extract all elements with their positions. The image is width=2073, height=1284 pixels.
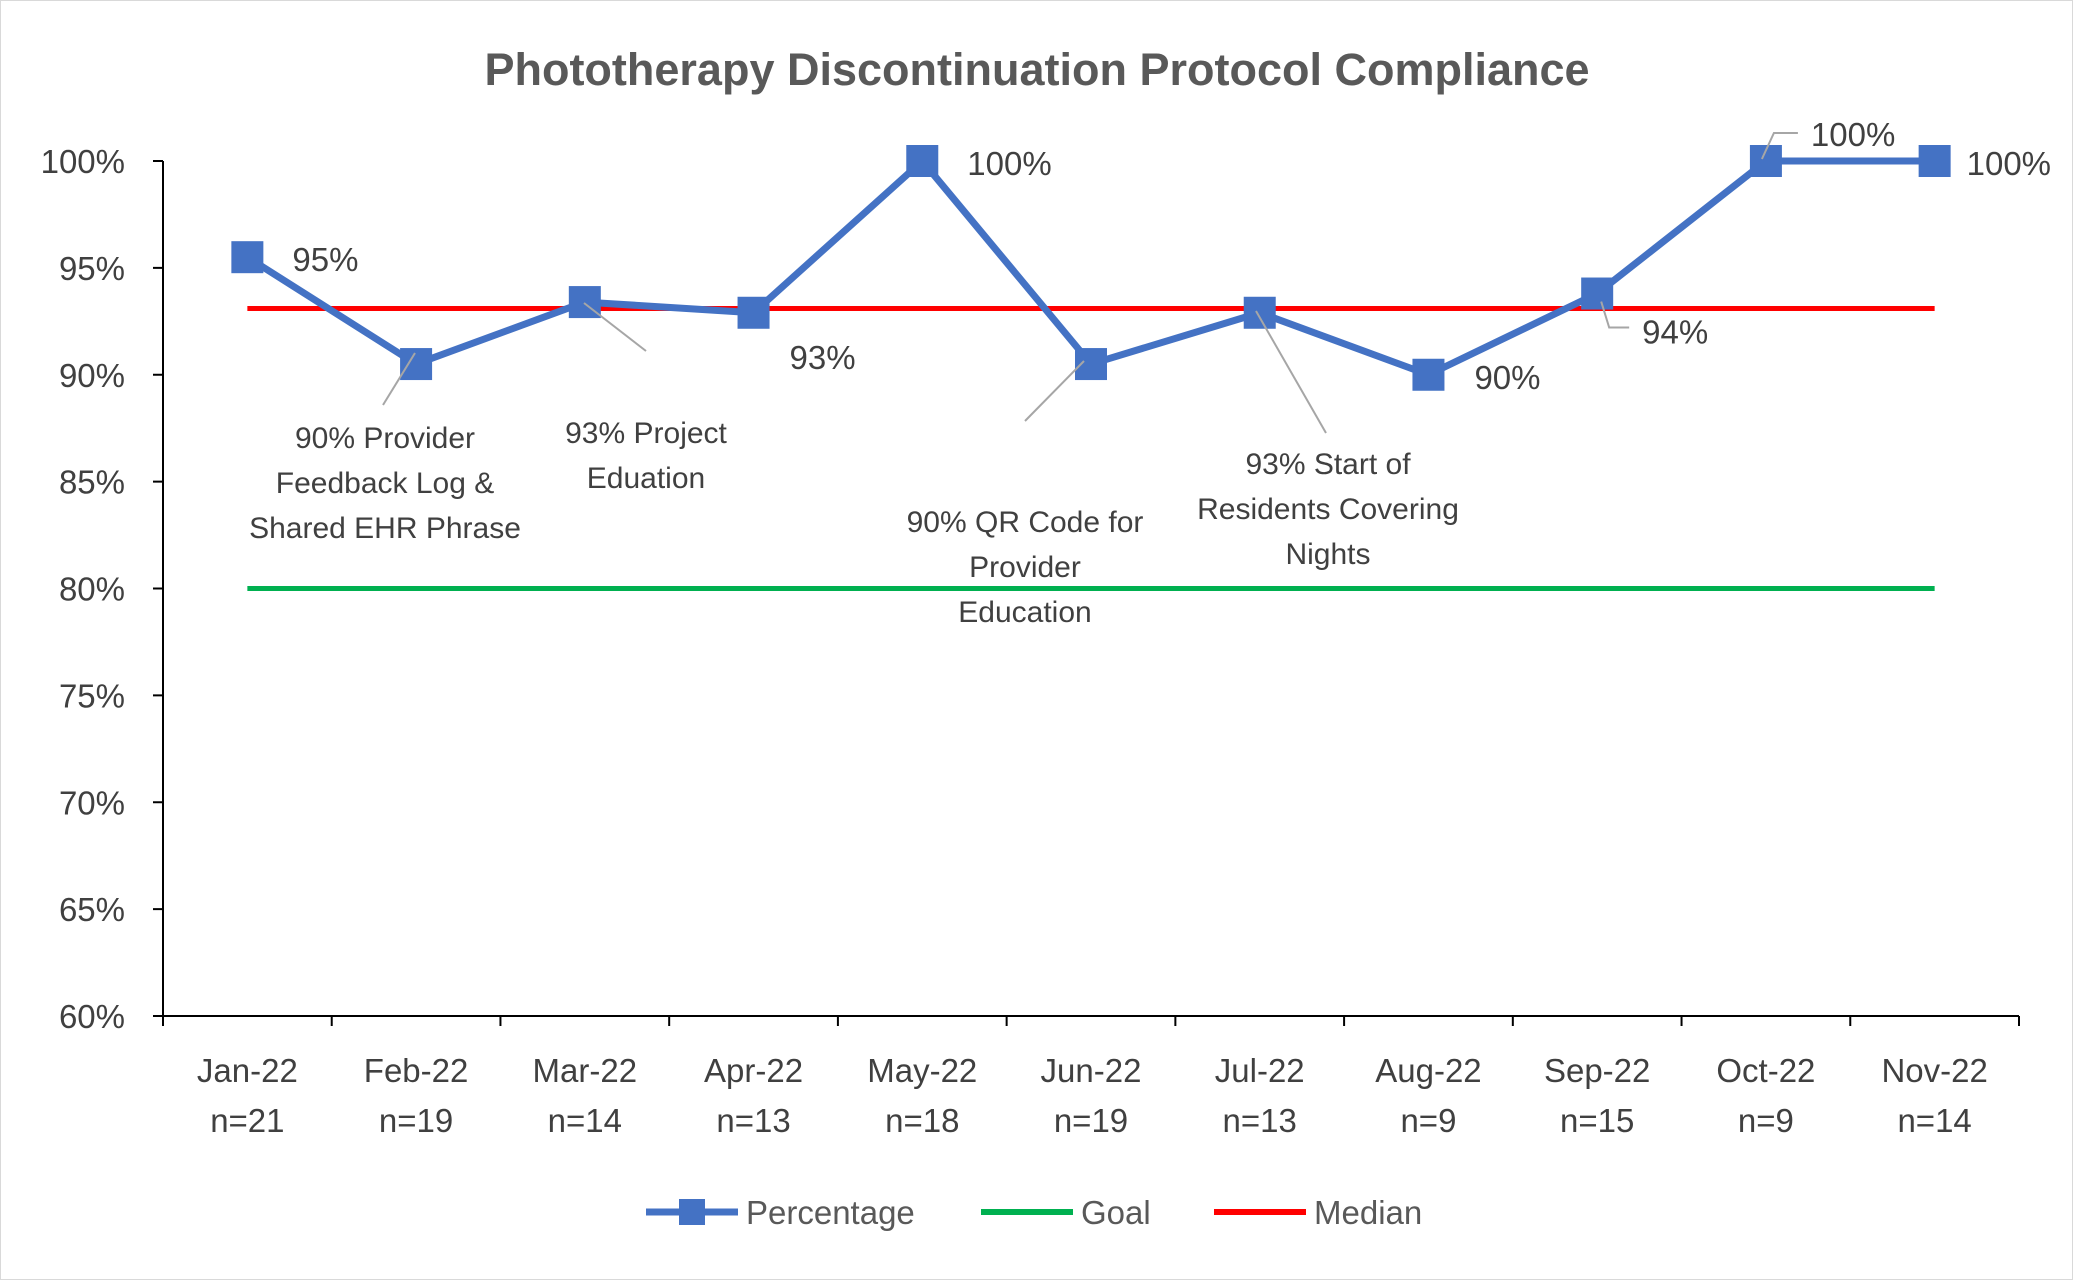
percentage-marker <box>906 145 939 177</box>
percentage-marker <box>737 296 770 329</box>
series-lines <box>231 145 1951 591</box>
y-tick-label: 75% <box>59 677 125 714</box>
x-tick-label: Aug-22 <box>1375 1052 1481 1089</box>
percentage-marker <box>1243 296 1276 329</box>
x-tick-label: Jun-22 <box>1041 1052 1142 1089</box>
y-tick-label: 70% <box>59 784 125 821</box>
annotation-text: 93% Start of <box>1245 448 1411 481</box>
annotation-leader-line <box>583 302 647 352</box>
annotation-text: Eduation <box>587 462 705 495</box>
data-label: 95% <box>292 241 358 278</box>
annotation-text: Feedback Log & <box>276 467 494 500</box>
percentage-marker <box>1918 145 1951 177</box>
y-tick-label: 85% <box>59 464 125 501</box>
percentage-marker <box>1581 277 1614 310</box>
x-tick-count: n=14 <box>548 1102 622 1139</box>
legend: Percentage Goal Median <box>646 1194 1422 1231</box>
x-tick-label: Oct-22 <box>1716 1052 1815 1089</box>
x-tick-count: n=19 <box>1054 1102 1128 1139</box>
x-tick-label: Apr-22 <box>704 1052 803 1089</box>
annotation-leader-line <box>1255 310 1327 434</box>
x-tick-count: n=13 <box>1223 1102 1297 1139</box>
percentage-marker <box>231 241 264 274</box>
y-tick-label: 80% <box>59 571 125 608</box>
axes: 60% 65% 70% 75% 80% 85% 90% 95% 100% Jan-22 n=21 Fe… <box>41 143 2020 1139</box>
percentage-marker <box>400 348 433 381</box>
data-label: 93% <box>790 339 856 376</box>
x-tick-label: Jul-22 <box>1215 1052 1305 1089</box>
data-label: 100% <box>967 145 1051 182</box>
y-tick-label: 100% <box>41 143 125 180</box>
x-tick-label: Mar-22 <box>533 1052 638 1089</box>
data-label: 94% <box>1642 314 1708 351</box>
data-label: 100% <box>1967 145 2051 182</box>
annotation-text: 93% Project <box>565 417 727 450</box>
annotation-text: 90% Provider <box>295 422 475 455</box>
leader-line <box>1761 132 1798 160</box>
y-tick-label: 90% <box>59 357 125 394</box>
legend-label-goal: Goal <box>1081 1194 1151 1231</box>
annotations: 95% 93% 100% 90% 94% 100% 100% 90% Provider Feed… <box>249 116 2051 629</box>
x-tick-count: n=15 <box>1560 1102 1634 1139</box>
x-tick-count: n=18 <box>885 1102 959 1139</box>
legend-marker-percentage <box>679 1199 705 1225</box>
y-tick-label: 95% <box>59 250 125 287</box>
x-tick-label: May-22 <box>867 1052 977 1089</box>
legend-label-percentage: Percentage <box>746 1194 915 1231</box>
leader-line <box>1600 301 1630 329</box>
annotation-text: Education <box>958 596 1091 629</box>
chart-title: Phototherapy Discontinuation Protocol Co… <box>484 44 1589 95</box>
annotation-text: Provider <box>969 551 1081 584</box>
data-label: 90% <box>1474 359 1540 396</box>
x-tick-label: Feb-22 <box>364 1052 469 1089</box>
x-tick-count: n=14 <box>1897 1102 1971 1139</box>
x-tick-label: Sep-22 <box>1544 1052 1650 1089</box>
annotation-text: 90% QR Code for <box>907 506 1144 539</box>
y-tick-label: 65% <box>59 891 125 928</box>
annotation-leader-line <box>1024 360 1085 422</box>
annotation-leader-line <box>382 352 416 406</box>
x-tick-count: n=13 <box>716 1102 790 1139</box>
x-tick-label: Nov-22 <box>1881 1052 1987 1089</box>
legend-label-median: Median <box>1314 1194 1422 1231</box>
x-tick-count: n=21 <box>210 1102 284 1139</box>
x-tick-count: n=19 <box>379 1102 453 1139</box>
percentage-marker <box>1412 358 1445 391</box>
y-tick-label: 60% <box>59 998 125 1035</box>
x-tick-label: Jan-22 <box>197 1052 298 1089</box>
x-tick-count: n=9 <box>1738 1102 1794 1139</box>
annotation-text: Shared EHR Phrase <box>249 512 521 545</box>
data-label: 100% <box>1811 116 1895 153</box>
x-tick-count: n=9 <box>1400 1102 1456 1139</box>
annotation-text: Residents Covering <box>1197 493 1459 526</box>
annotation-text: Nights <box>1285 538 1370 571</box>
